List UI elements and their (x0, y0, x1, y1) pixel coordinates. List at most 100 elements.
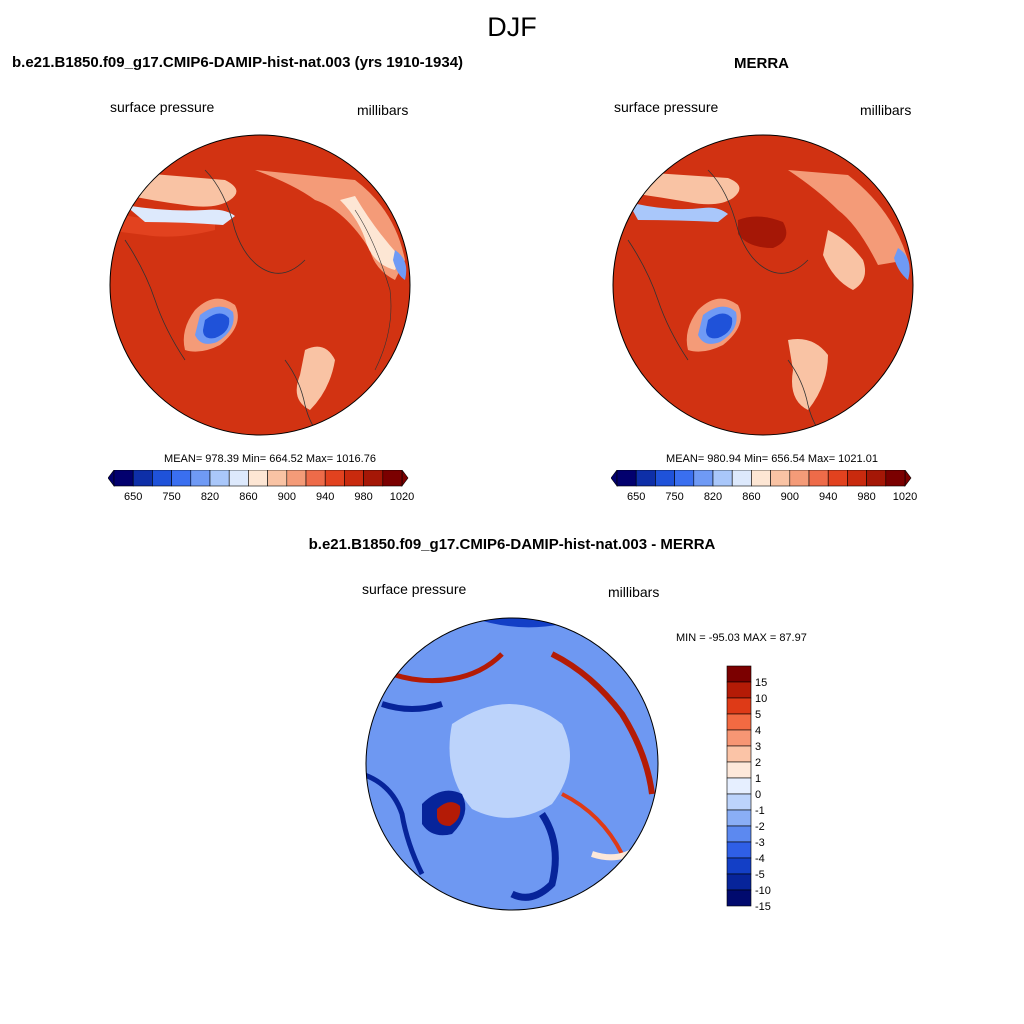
map-fill (125, 205, 235, 225)
colorbar-swatch (248, 470, 268, 487)
colorbar-swatch (726, 745, 752, 763)
colorbar-swatch (770, 470, 791, 487)
colorbar-tick-label: 940 (316, 491, 334, 503)
colorbar-swatch (228, 470, 249, 487)
colorbar-tick-label: -3 (755, 837, 765, 849)
map-fill (738, 216, 787, 248)
colorbar-swatch (726, 761, 752, 779)
panel-2-stats: MEAN= 980.94 Min= 656.54 Max= 1021.01 (666, 453, 878, 465)
panel-1-title: b.e21.B1850.f09_g17.CMIP6-DAMIP-hist-nat… (12, 54, 464, 71)
map-boundary (109, 134, 411, 436)
map-fill (354, 209, 392, 371)
colorbar-swatch (344, 470, 364, 487)
colorbar-tick-label: -4 (755, 853, 765, 865)
map-boundary (365, 617, 659, 911)
panel-2-colorbar: 650 750 820 860 900 940 980 1020 (611, 470, 917, 503)
map-fill (124, 239, 186, 361)
colorbar-swatch (324, 470, 345, 487)
colorbar-tick-label: -2 (755, 821, 765, 833)
colorbar-swatch (726, 729, 752, 747)
map-fill (707, 169, 809, 274)
map-fill (391, 652, 504, 684)
colorbar-tick-label: 10 (755, 693, 767, 705)
colorbar-swatch (363, 470, 384, 487)
colorbar-tick-label: 860 (239, 491, 257, 503)
colorbar-swatch (866, 470, 887, 487)
map-fill (110, 210, 215, 237)
panel-1-colorbar: 650 750 820 860 900 940 980 1020 (108, 470, 414, 503)
map-fill (203, 313, 230, 339)
colorbar-end-low (108, 470, 115, 487)
map-fill (255, 170, 405, 280)
colorbar-tick-label: 750 (665, 491, 683, 503)
map-fill (628, 202, 728, 222)
map-fill (627, 239, 689, 361)
map-fill (788, 170, 908, 265)
colorbar-tick-label: 980 (857, 491, 875, 503)
colorbar-tick-label: 900 (278, 491, 296, 503)
colorbar-swatch (726, 809, 752, 827)
colorbar-tick-label: 650 (627, 491, 645, 503)
map-fill (449, 704, 570, 818)
map-fill (613, 135, 913, 435)
colorbar-swatch (693, 470, 714, 487)
colorbar-swatch (885, 470, 906, 487)
colorbar-tick-label: 860 (742, 491, 760, 503)
colorbar-swatch (616, 470, 637, 487)
map-boundary (612, 134, 914, 436)
colorbar-swatch (726, 697, 752, 715)
colorbar-tick-label: 1 (755, 773, 761, 785)
map-fill (823, 230, 866, 290)
colorbar-tick-label: -15 (755, 901, 771, 913)
map-fill (550, 651, 655, 795)
panel-3-variable-label: surface pressure (362, 581, 467, 597)
colorbar-tick-label: 820 (704, 491, 722, 503)
panel-3-stats: MIN = -95.03 MAX = 87.97 (676, 632, 807, 644)
colorbar-tick-label: 1020 (390, 491, 414, 503)
colorbar-swatch (152, 470, 172, 487)
panel-2-title: MERRA (734, 55, 789, 72)
colorbar-swatch (305, 470, 326, 487)
colorbar-swatch (726, 681, 752, 699)
colorbar-swatch (113, 470, 134, 487)
panel-2-units-label: millibars (860, 102, 912, 118)
colorbar-tick-label: 980 (354, 491, 372, 503)
colorbar-swatch (847, 470, 867, 487)
map-fill (296, 346, 335, 410)
colorbar-tick-label: -5 (755, 869, 765, 881)
colorbar-swatch (267, 470, 288, 487)
panel-2-variable-label: surface pressure (614, 99, 719, 115)
panel-1-variable-label: surface pressure (110, 99, 215, 115)
map-fill (381, 701, 443, 712)
colorbar-swatch (674, 470, 695, 487)
colorbar-tick-label: 4 (755, 725, 761, 737)
panel-2-map (612, 134, 914, 436)
colorbar-tick-label: 2 (755, 757, 761, 769)
panel-3-units-label: millibars (608, 584, 660, 600)
colorbar-tick-label: 650 (124, 491, 142, 503)
map-fill (706, 313, 733, 339)
colorbar-tick-label: 15 (755, 677, 767, 689)
colorbar-swatch (726, 889, 752, 907)
colorbar-swatch (726, 857, 752, 875)
colorbar-tick-label: 5 (755, 709, 761, 721)
colorbar-swatch (726, 665, 752, 683)
colorbar-swatch (190, 470, 211, 487)
colorbar-end-low (611, 470, 618, 487)
colorbar-tick-label: 3 (755, 741, 761, 753)
map-fill (561, 792, 624, 855)
colorbar-swatch (726, 841, 752, 859)
colorbar-swatch (209, 470, 230, 487)
map-fill (788, 339, 828, 410)
map-fill (110, 135, 410, 435)
colorbar-swatch (726, 793, 752, 811)
map-fill (510, 812, 559, 901)
map-fill (340, 196, 401, 270)
map-fill (894, 248, 910, 280)
colorbar-swatch (712, 470, 733, 487)
panel-1-map (109, 134, 411, 436)
colorbar-swatch (731, 470, 752, 487)
colorbar-swatch (726, 777, 752, 795)
panel-3-map (365, 617, 659, 911)
